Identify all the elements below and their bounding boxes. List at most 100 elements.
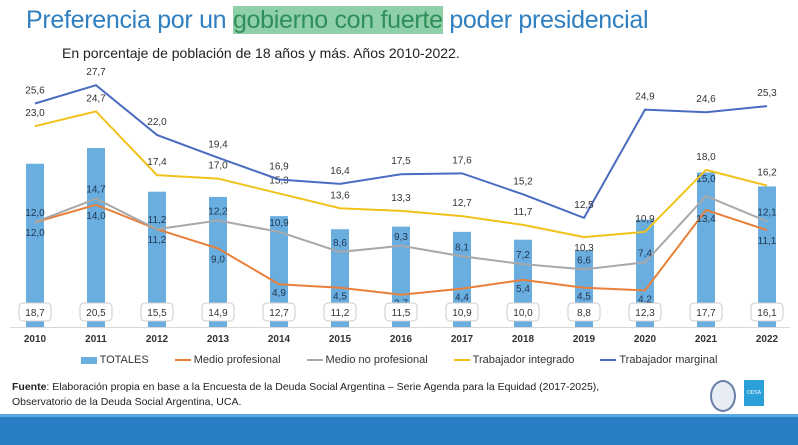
data-label: 13,4	[696, 214, 716, 225]
total-label-box	[18, 302, 52, 322]
total-label-box	[140, 302, 174, 322]
data-label: 7,2	[516, 250, 530, 261]
legend-item: Trabajador integrado	[453, 354, 575, 366]
total-data-label: 16,1	[757, 308, 777, 319]
x-tick-label: 2017	[451, 334, 474, 345]
data-label: 5,4	[516, 284, 530, 295]
total-data-label: 14,9	[208, 308, 228, 319]
data-label: 7,4	[638, 248, 652, 259]
data-label: 22,0	[147, 117, 167, 128]
data-label: 8,1	[455, 242, 469, 253]
legend-item: Medio profesional	[174, 354, 281, 366]
data-label: 12,0	[25, 228, 45, 239]
legend-item: TOTALES	[80, 354, 149, 366]
total-label-box	[201, 302, 235, 322]
title-part: Preferencia por un	[26, 6, 233, 34]
legend-label: Medio no profesional	[325, 354, 428, 366]
legend-swatch	[453, 359, 470, 361]
data-label: 13,6	[330, 190, 350, 201]
line-trabajador-marginal	[34, 84, 768, 220]
data-label: 10,9	[269, 218, 289, 229]
legend-label: Trabajador integrado	[472, 354, 575, 366]
data-label: 11,7	[514, 207, 533, 218]
data-label: 6,6	[577, 255, 591, 266]
data-label: 4,4	[455, 293, 469, 304]
total-data-label: 11,5	[392, 308, 411, 319]
bar-totales	[87, 148, 105, 327]
x-tick-label: 2020	[634, 334, 657, 345]
legend-label: Trabajador marginal	[619, 354, 718, 366]
data-label: 17,0	[208, 161, 228, 172]
data-label: 11,1	[758, 236, 777, 247]
total-label-box	[506, 302, 540, 322]
data-label: 15,2	[513, 176, 533, 187]
legend-swatch	[80, 356, 97, 364]
total-label-box	[750, 302, 784, 322]
bar-totales	[392, 226, 410, 327]
data-label: 4,9	[272, 288, 286, 299]
data-label: 25,6	[25, 86, 45, 97]
total-data-label: 18,7	[25, 308, 45, 319]
data-label: 17,6	[452, 155, 472, 166]
total-data-label: 8,8	[577, 308, 591, 319]
footer-band	[0, 414, 798, 445]
total-label-box	[445, 302, 479, 322]
data-label: 10,3	[574, 243, 594, 254]
data-label: 16,9	[269, 161, 289, 172]
data-label: 14,7	[86, 185, 106, 196]
x-tick-label: 2021	[695, 334, 718, 345]
total-label-box	[628, 302, 662, 322]
bar-totales	[636, 219, 654, 327]
source-text: : Elaboración propia en base a la Encues…	[46, 381, 600, 393]
legend-swatch	[600, 359, 617, 361]
legend: TOTALES Medio profesional Medio no profesi…	[0, 354, 798, 366]
data-label: 11,2	[148, 235, 167, 246]
line-medio-no-profesional	[34, 194, 768, 271]
x-tick-label: 2016	[390, 334, 413, 345]
data-label: 4,5	[333, 292, 347, 303]
x-tick-label: 2013	[207, 334, 230, 345]
total-label-box	[384, 302, 418, 322]
legend-swatch	[306, 359, 323, 361]
total-label-box	[323, 302, 357, 322]
title-part: poder presidencial	[442, 6, 649, 34]
line-trabajador-integrado	[34, 110, 768, 239]
data-label: 16,2	[757, 168, 777, 179]
total-data-label: 12,7	[269, 308, 289, 319]
x-tick-label: 2011	[85, 334, 107, 345]
x-tick-label: 2010	[24, 334, 47, 345]
data-label: 19,4	[208, 140, 228, 151]
data-label: 14,0	[86, 211, 106, 222]
bar-totales	[209, 196, 227, 327]
data-label: 23,0	[25, 108, 45, 119]
legend-item: Trabajador marginal	[600, 354, 717, 366]
data-label: 9,3	[394, 232, 408, 243]
chart-subtitle: En porcentaje de población de 18 años y …	[62, 45, 460, 61]
data-label: 12,7	[452, 198, 472, 209]
data-label: 4,5	[577, 292, 591, 303]
x-tick-label: 2014	[268, 334, 291, 345]
data-label: 12,2	[208, 206, 228, 217]
total-label-box	[567, 302, 601, 322]
bar-totales	[26, 163, 44, 327]
data-label: 12,5	[574, 200, 594, 211]
data-label: 4,2	[638, 294, 652, 305]
data-label: 12,0	[25, 208, 45, 219]
legend-label: Medio profesional	[193, 354, 281, 366]
total-data-label: 10,9	[452, 308, 472, 319]
data-label: 11,2	[148, 215, 167, 226]
total-data-label: 10,0	[513, 308, 533, 319]
total-data-label: 11,2	[331, 308, 350, 319]
total-data-label: 17,7	[696, 308, 716, 319]
x-tick-label: 2019	[573, 334, 596, 345]
total-data-label: 12,3	[635, 308, 655, 319]
data-label: 17,5	[391, 156, 411, 167]
data-label: 8,6	[333, 238, 347, 249]
source-label: Fuente	[12, 381, 47, 393]
chart: 2010 2011 2012 2013 2014 2015 2016 2017 2018 2019…	[10, 67, 790, 345]
bar-totales	[758, 186, 776, 327]
total-label-box	[689, 302, 723, 322]
data-label: 17,4	[147, 157, 167, 168]
data-label: 12,1	[757, 207, 777, 218]
data-label: 27,7	[86, 67, 106, 78]
